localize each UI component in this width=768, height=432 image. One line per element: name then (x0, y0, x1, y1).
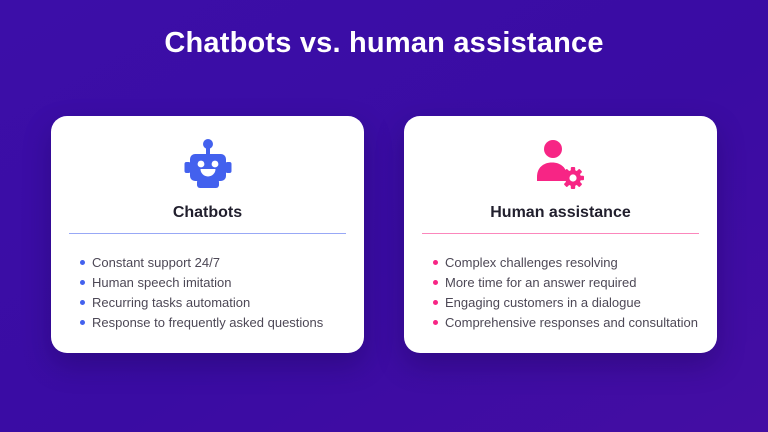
card-divider (69, 233, 346, 234)
person-gear-icon (536, 139, 586, 191)
bullet-dot (80, 279, 85, 285)
bullet-item: Complex challenges resolving (431, 252, 699, 272)
bullet-item: Response to frequently asked questions (78, 312, 346, 332)
bullet-text: Constant support 24/7 (92, 254, 220, 270)
comparison-cards: Chatbots Constant support 24/7 Human spe… (51, 116, 717, 353)
bullet-item: Comprehensive responses and consultation (431, 312, 699, 332)
bullet-text: More time for an answer required (445, 274, 637, 290)
robot-icon (184, 139, 232, 191)
card-chatbots: Chatbots Constant support 24/7 Human spe… (51, 116, 364, 353)
bullet-dot (433, 299, 438, 305)
bullet-dot (433, 279, 438, 285)
bullet-text: Comprehensive responses and consultation (445, 314, 698, 330)
bullet-text: Response to frequently asked questions (92, 314, 324, 330)
bullet-item: Recurring tasks automation (78, 292, 346, 312)
card-human-assistance: Human assistance Complex challenges reso… (404, 116, 717, 353)
bullet-dot (80, 319, 85, 325)
bullet-dot (80, 299, 85, 305)
bullet-list: Constant support 24/7 Human speech imita… (69, 252, 346, 332)
bullet-text: Engaging customers in a dialogue (445, 294, 641, 310)
page-title: Chatbots vs. human assistance (164, 27, 604, 59)
bullet-list: Complex challenges resolving More time f… (422, 252, 699, 332)
bullet-item: Engaging customers in a dialogue (431, 292, 699, 312)
bullet-item: Human speech imitation (78, 272, 346, 292)
card-heading: Human assistance (490, 204, 631, 221)
bullet-text: Human speech imitation (92, 274, 232, 290)
bullet-dot (433, 319, 438, 325)
bullet-item: More time for an answer required (431, 272, 699, 292)
bullet-dot (80, 259, 85, 265)
bullet-dot (433, 259, 438, 265)
card-heading: Chatbots (172, 204, 243, 221)
card-divider (422, 233, 699, 234)
bullet-item: Constant support 24/7 (78, 252, 346, 272)
bullet-text: Complex challenges resolving (445, 254, 618, 270)
bullet-text: Recurring tasks automation (92, 294, 251, 310)
